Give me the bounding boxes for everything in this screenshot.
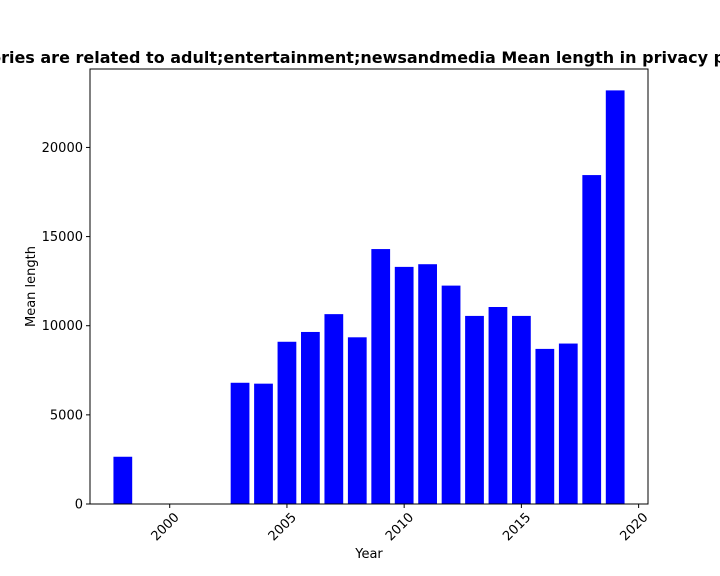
y-tick-label: 0 [75,498,83,513]
bar-2006 [301,331,320,504]
x-tick-label: 2005 [266,510,300,544]
bar-2010 [394,266,414,504]
bar-2004 [254,383,273,504]
x-tick-label: 2000 [149,510,183,544]
y-axis-ticks: 0 5000 10000 15000 20000 [42,141,90,513]
y-tick-label: 10000 [42,319,83,334]
bar-2003 [230,382,250,504]
y-tick-label: 15000 [42,230,83,245]
y-tick-label: 20000 [42,141,83,156]
bar-2009 [371,249,391,504]
bar-2012 [441,285,461,504]
x-tick-label: 2010 [383,510,417,544]
bar-2017 [558,343,578,504]
axes-frame [89,68,649,505]
x-tick-label: 2020 [617,510,651,544]
y-axis-label: Mean length [24,246,39,327]
chart-title: Categories are related to adult;entertai… [0,48,720,67]
bar-2008 [347,337,367,504]
bar-2013 [465,315,484,504]
bar-2015 [512,315,531,504]
x-axis-label: Year [354,547,383,562]
x-axis-ticks: 2000 2005 2010 2015 2020 [149,504,651,544]
bar-2011 [418,264,437,504]
bar-1998 [113,456,133,504]
bar-2018 [582,175,602,505]
x-tick-label: 2015 [500,510,534,544]
y-tick-label: 5000 [50,408,83,423]
bar-2019 [605,90,625,505]
bars [113,90,625,505]
bar-2007 [324,314,344,504]
bar-2005 [277,341,297,504]
bar-2014 [488,307,508,504]
bar-2016 [535,348,555,504]
